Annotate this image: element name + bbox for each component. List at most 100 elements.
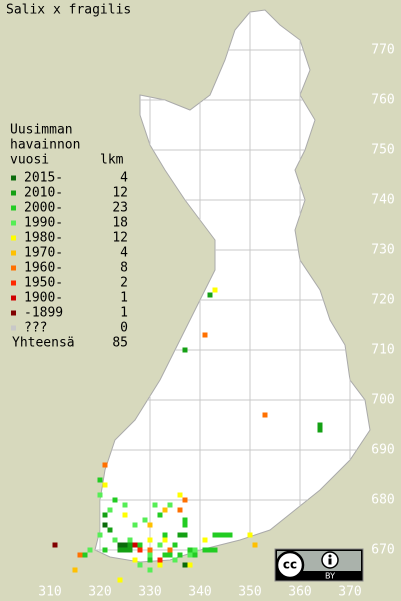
legend-swatch <box>11 205 16 211</box>
observation-square <box>317 422 323 428</box>
observation-square <box>77 552 83 558</box>
observation-square <box>227 532 233 538</box>
observation-square <box>202 332 208 338</box>
observation-square <box>252 542 258 548</box>
legend-swatch <box>11 280 16 286</box>
observation-square <box>207 292 213 298</box>
observation-square <box>192 547 198 553</box>
observation-square <box>127 547 133 553</box>
y-tick-label: 740 <box>371 193 394 208</box>
observation-square <box>182 532 188 538</box>
observation-square <box>102 522 108 528</box>
observation-square <box>127 537 133 543</box>
observation-square <box>157 557 163 563</box>
x-tick-label: 340 <box>188 585 211 600</box>
legend-label: 1950- <box>24 276 63 291</box>
observation-square <box>142 517 148 523</box>
x-tick-label: 310 <box>38 585 61 600</box>
observation-square <box>147 552 153 558</box>
observation-square <box>162 532 168 538</box>
legend-label: -1899 <box>24 306 63 321</box>
observation-square <box>182 497 188 503</box>
legend-title: vuosi <box>10 153 49 168</box>
y-tick-label: 760 <box>371 93 394 108</box>
legend-swatch <box>11 325 16 331</box>
observation-square <box>187 547 193 553</box>
legend-label: ??? <box>24 321 47 336</box>
y-tick-label: 720 <box>371 293 394 308</box>
legend-count: 4 <box>120 171 128 186</box>
observation-square <box>167 502 173 508</box>
y-tick-label: 770 <box>371 43 394 58</box>
observations <box>52 287 323 583</box>
observation-square <box>212 287 218 293</box>
observation-square <box>182 522 188 528</box>
observation-square <box>132 522 138 528</box>
legend-count: 18 <box>112 216 128 231</box>
legend-label: 1960- <box>24 261 63 276</box>
observation-square <box>117 547 123 553</box>
observation-square <box>127 542 133 548</box>
legend-label: 1900- <box>24 291 63 306</box>
observation-square <box>102 512 108 518</box>
legend-title: havainnon <box>10 138 80 153</box>
x-tick-label: 350 <box>238 585 261 600</box>
legend-swatch <box>11 175 16 181</box>
legend-count: 0 <box>120 321 128 336</box>
legend-swatch <box>11 190 16 196</box>
observation-square <box>202 537 208 543</box>
observation-square <box>192 552 198 558</box>
legend-count: 2 <box>120 276 128 291</box>
by-icon-head <box>328 554 332 558</box>
observation-square <box>122 502 128 508</box>
observation-square <box>172 557 178 563</box>
legend-count: 23 <box>112 201 128 216</box>
observation-square <box>212 532 218 538</box>
observation-square <box>147 522 153 528</box>
observation-square <box>177 492 183 498</box>
cc-text: cc <box>283 558 297 572</box>
labels: 310 320 330 340 350 360 370 670 680 690 700 710 720 7… <box>11 43 395 600</box>
observation-square <box>167 547 173 553</box>
legend-label: 2000- <box>24 201 63 216</box>
observation-square <box>177 552 183 558</box>
y-tick-label: 690 <box>371 443 394 458</box>
observation-square <box>262 412 268 418</box>
observation-square <box>157 512 163 518</box>
observation-square <box>122 547 128 553</box>
observation-square <box>132 542 138 548</box>
observation-square <box>147 567 153 573</box>
cc-icon <box>275 550 305 580</box>
observation-square <box>167 552 173 558</box>
observation-square <box>222 532 228 538</box>
observation-square <box>52 542 58 548</box>
y-tick-label: 700 <box>371 393 394 408</box>
observation-square <box>147 547 153 553</box>
legend-label: 2015- <box>24 171 63 186</box>
observation-square <box>137 562 143 568</box>
observation-square <box>97 492 103 498</box>
x-tick-label: 330 <box>138 585 161 600</box>
observation-square <box>102 482 108 488</box>
legend-count: 1 <box>120 291 128 306</box>
observation-square <box>107 527 113 533</box>
observation-square <box>82 552 88 558</box>
legend-swatch <box>11 235 16 241</box>
observation-square <box>72 567 78 573</box>
count-header: lkm <box>100 153 124 168</box>
observation-square <box>117 577 123 583</box>
legend-count: 12 <box>112 231 128 246</box>
observation-square <box>152 502 158 508</box>
observation-square <box>182 347 188 353</box>
y-tick-label: 750 <box>371 143 394 158</box>
legend-count: 12 <box>112 186 128 201</box>
y-tick-label: 710 <box>371 343 394 358</box>
legend-swatch <box>11 310 16 316</box>
legend-title: Uusimman <box>10 123 73 138</box>
observation-square <box>217 532 223 538</box>
observation-square <box>97 532 103 538</box>
observation-square <box>317 427 323 433</box>
legend-label: 2010- <box>24 186 63 201</box>
legend-swatch <box>11 295 16 301</box>
observation-square <box>247 532 253 538</box>
